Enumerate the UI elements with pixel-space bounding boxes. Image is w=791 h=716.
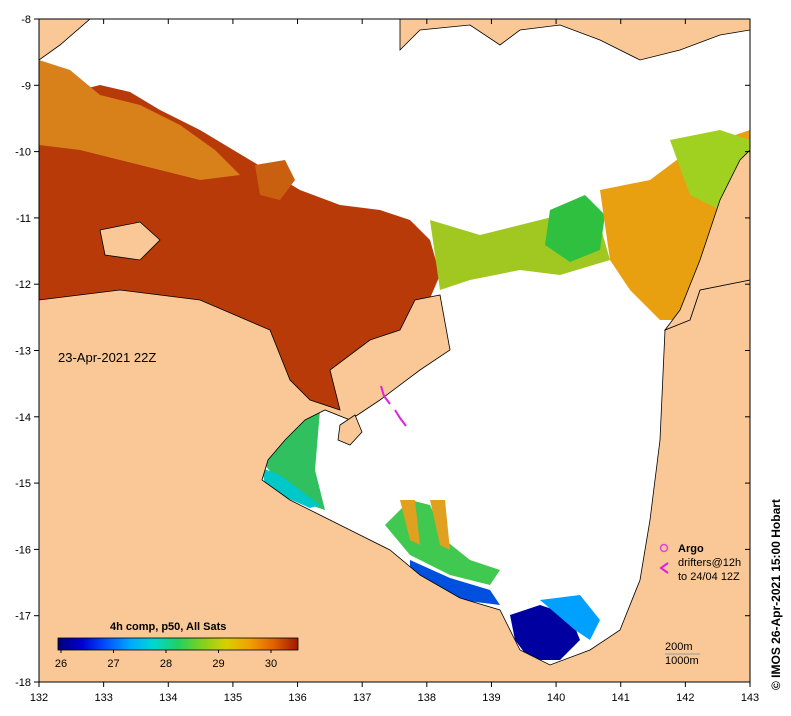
contour-200m-label: 200m: [665, 641, 693, 653]
colorbar-tick-label: 26: [55, 658, 67, 670]
sst-west-cyan: [262, 468, 320, 508]
contour-1000m-label: 1000m: [665, 655, 699, 667]
land-cape-york: [663, 149, 750, 331]
x-tick-label: 141: [612, 692, 630, 704]
y-tick-label: -11: [16, 213, 31, 225]
sst-orange-band: [39, 60, 240, 180]
x-tick-label: 142: [676, 692, 694, 704]
drifter-tracks: [380, 385, 407, 427]
y-tick-label: -10: [15, 147, 31, 159]
sst-hot-band: [39, 85, 440, 410]
sst-south-orange: [400, 500, 450, 550]
x-tick-label: 135: [224, 692, 242, 704]
y-tick-label: -8: [21, 14, 31, 26]
sst-south-blue: [410, 560, 500, 605]
x-tick-label: 132: [30, 692, 48, 704]
x-axis-ticks: 132 133 134 135 136 137 138 139 140 141 142 143: [30, 19, 759, 704]
map-content: [39, 19, 750, 682]
land-nw-corner: [39, 19, 91, 61]
y-tick-label: -18: [15, 677, 31, 689]
colorbar-title: 4h comp, p50, All Sats: [110, 621, 226, 633]
colorbar: [57, 637, 299, 651]
x-tick-label: 137: [353, 692, 371, 704]
land-island-groote: [337, 414, 363, 446]
y-tick-label: -13: [15, 346, 31, 358]
colorbar-tick-label: 27: [107, 658, 119, 670]
y-tick-label: -9: [21, 80, 31, 92]
x-tick-label: 139: [482, 692, 500, 704]
drifter-marker-icon: [659, 562, 669, 574]
colorbar-ticks: 26 27 28 29 30: [55, 650, 277, 670]
sst-green-patch: [545, 195, 605, 262]
land-island-melville: [99, 221, 161, 261]
credit-label: © IMOS 26-Apr-2021 15:00 Hobart: [769, 499, 783, 690]
argo-marker-icon: [659, 543, 669, 553]
land-top-end: [39, 279, 750, 682]
drifter-track: [394, 409, 407, 427]
sst-south-mid: [540, 595, 600, 640]
y-axis-ticks: -8 -9 -10 -11 -12 -13 -14 -15 -16 -17 -18: [15, 14, 750, 689]
colorbar-tick-label: 29: [212, 658, 224, 670]
x-tick-label: 138: [418, 692, 436, 704]
x-tick-label: 133: [94, 692, 112, 704]
x-tick-label: 134: [159, 692, 177, 704]
land-new-guinea: [399, 19, 750, 61]
y-tick-label: -17: [15, 611, 31, 623]
y-tick-label: -15: [15, 478, 31, 490]
x-tick-label: 143: [741, 692, 759, 704]
colorbar-tick-label: 28: [160, 658, 172, 670]
sst-warm-patch: [255, 160, 295, 200]
colorbar-tick-label: 30: [265, 658, 277, 670]
argo-label: Argo: [678, 543, 704, 555]
timestamp-label: 23-Apr-2021 22Z: [58, 350, 156, 365]
y-tick-label: -14: [15, 412, 31, 424]
y-tick-label: -12: [15, 279, 31, 291]
x-tick-label: 136: [288, 692, 306, 704]
y-tick-label: -16: [15, 544, 31, 556]
drifter-track: [380, 385, 391, 405]
drifters-label-line2: to 24/04 12Z: [678, 571, 740, 583]
drifters-label-line1: drifters@12h: [678, 557, 741, 569]
x-tick-label: 140: [547, 692, 565, 704]
